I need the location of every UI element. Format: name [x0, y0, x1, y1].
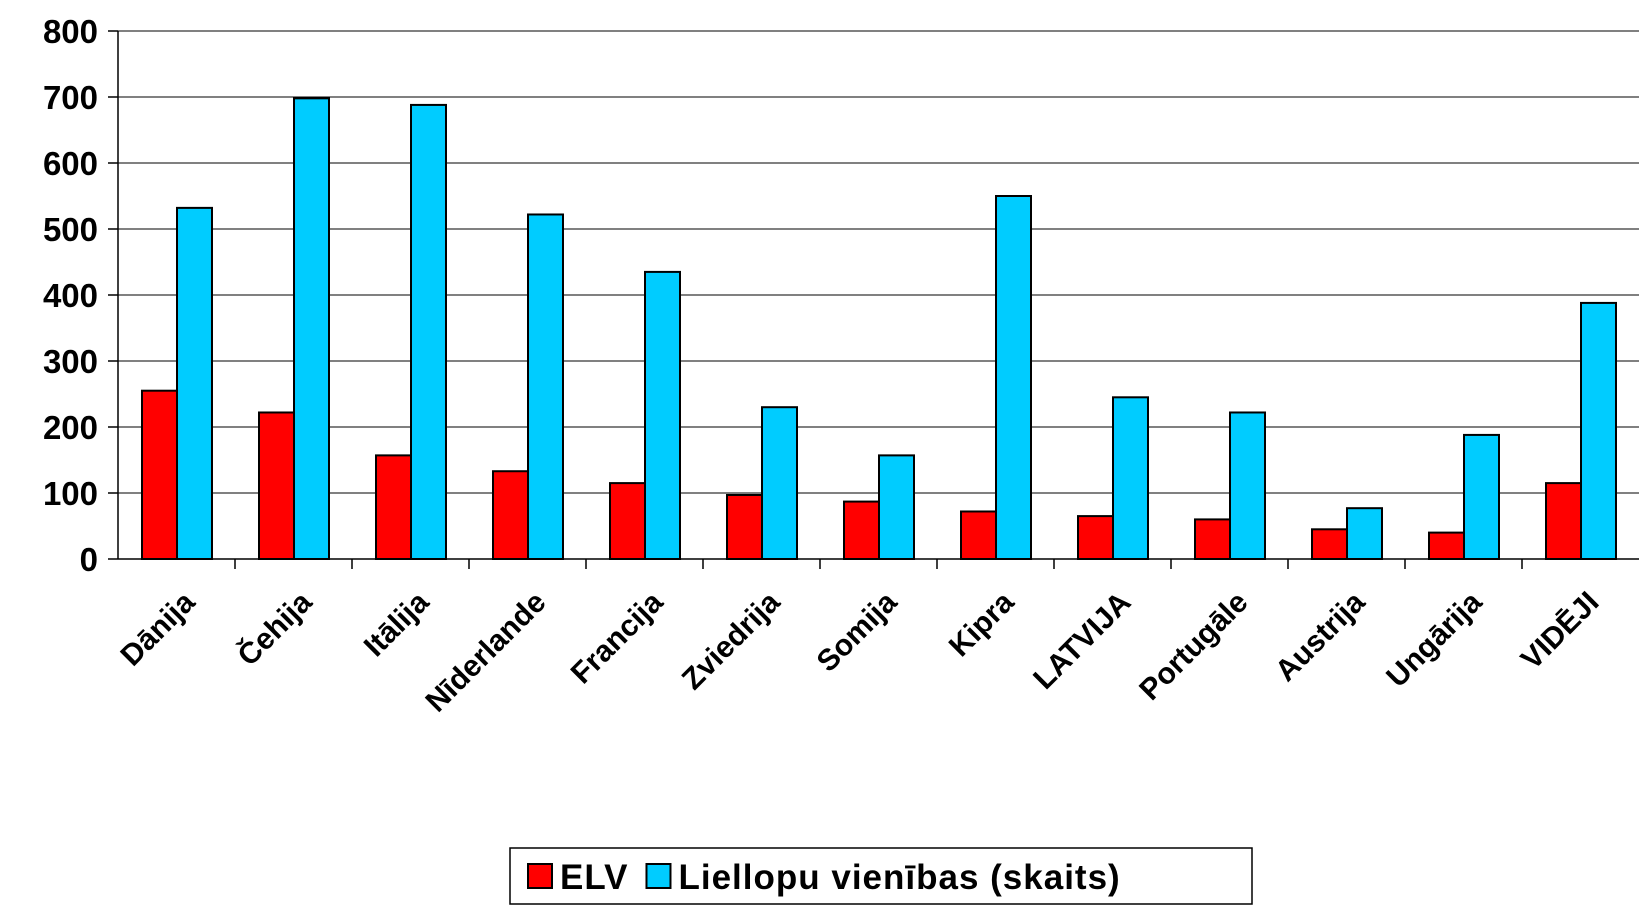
x-tick-label: Itālija [358, 585, 436, 663]
bar [1346, 507, 1383, 560]
y-tick-label: 100 [43, 475, 98, 512]
legend-box [509, 847, 1253, 905]
x-tick-label: Nīderlande [419, 586, 552, 719]
bar [1545, 482, 1582, 561]
bar [176, 206, 213, 560]
x-tick-label: Somija [811, 585, 904, 678]
bar [258, 411, 295, 561]
legend-label: ELV [560, 858, 628, 897]
x-tick-label: VIDĒJI [1515, 586, 1606, 677]
x-tick-label: Francija [565, 585, 670, 690]
bar [995, 195, 1032, 560]
bar [293, 97, 330, 560]
bar [1428, 531, 1465, 560]
y-tick-label: 200 [43, 409, 98, 446]
bar [1580, 301, 1617, 560]
bar [527, 213, 564, 560]
legend: ELV Liellopu vienības (skaits) [509, 847, 1253, 905]
y-tick-label: 700 [43, 79, 98, 116]
legend-swatch [527, 863, 553, 889]
bar [1194, 518, 1231, 561]
bar [1463, 433, 1500, 561]
bar [726, 493, 763, 561]
bar [960, 510, 997, 561]
bar [609, 482, 646, 561]
x-tick-label: Austrija [1269, 585, 1372, 688]
y-tick-label: 500 [43, 211, 98, 248]
x-tick-label: LATVIJA [1027, 586, 1137, 696]
bar [410, 103, 447, 560]
y-tick-label: 0 [80, 541, 98, 578]
x-tick-label: Portugāle [1133, 586, 1254, 707]
bar [492, 470, 529, 560]
legend-label: Liellopu vienības (skaits) [678, 858, 1120, 897]
bar [843, 500, 880, 560]
bar [761, 406, 798, 561]
y-tick-label: 300 [43, 343, 98, 380]
bar [141, 389, 178, 561]
x-tick-label: Ungārija [1380, 585, 1488, 693]
legend-swatch [645, 863, 672, 889]
x-tick-label: Kipra [943, 585, 1021, 663]
bar [1229, 411, 1266, 561]
y-tick-label: 800 [43, 13, 98, 50]
y-tick-label: 400 [43, 277, 98, 314]
bar [644, 270, 681, 560]
bar [878, 454, 915, 561]
y-tick-label: 600 [43, 145, 98, 182]
bar [1077, 515, 1114, 560]
bar [375, 454, 412, 561]
bar [1112, 396, 1149, 560]
bar [1311, 528, 1348, 560]
x-tick-label: Dānija [114, 585, 201, 672]
x-tick-label: Zviedrija [676, 585, 787, 696]
x-tick-label: Čehija [231, 585, 319, 673]
